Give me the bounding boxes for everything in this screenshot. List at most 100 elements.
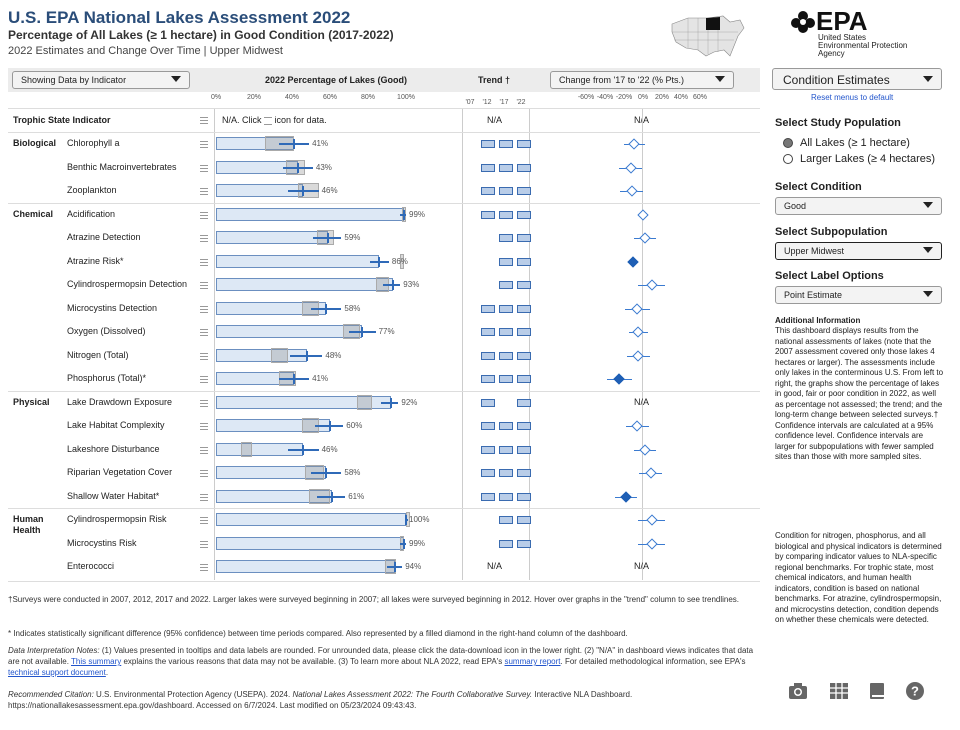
summary-report-link[interactable]: summary report (504, 657, 561, 666)
camera-icon[interactable] (788, 682, 808, 700)
trend-bar[interactable] (499, 516, 513, 524)
download-data-icon[interactable] (200, 421, 208, 430)
change-estimate-diamond[interactable] (639, 443, 651, 456)
trend-bar[interactable] (481, 398, 495, 407)
trend-bar[interactable] (517, 187, 531, 195)
percentage-bar[interactable] (216, 513, 406, 526)
population-radio-all[interactable] (783, 138, 793, 148)
trend-bar[interactable] (481, 210, 495, 219)
trend-bar[interactable] (499, 328, 513, 336)
change-estimate-diamond[interactable] (625, 185, 638, 197)
download-data-icon[interactable] (200, 257, 208, 266)
percentage-bar[interactable] (216, 231, 329, 244)
technical-support-link[interactable]: technical support document (8, 668, 106, 677)
trend-bar[interactable] (499, 351, 513, 360)
trend-bar[interactable] (481, 187, 495, 195)
help-icon[interactable]: ? (905, 681, 925, 701)
download-data-icon[interactable] (200, 562, 208, 571)
trend-bar[interactable] (481, 140, 495, 148)
trend-bar[interactable] (481, 469, 495, 477)
trend-bar[interactable] (517, 539, 531, 548)
trend-bar[interactable] (481, 375, 495, 383)
trend-bar[interactable] (499, 187, 513, 195)
trend-bar[interactable] (517, 445, 531, 454)
download-data-icon[interactable] (200, 492, 208, 501)
download-data-icon[interactable] (200, 468, 208, 477)
download-data-icon[interactable] (200, 139, 208, 148)
trend-bar[interactable] (517, 281, 531, 289)
download-data-icon[interactable] (200, 398, 208, 407)
download-data-icon[interactable] (200, 210, 208, 219)
trend-bar[interactable] (517, 304, 531, 313)
subpopulation-dropdown[interactable]: Upper Midwest (775, 242, 942, 260)
summary-link[interactable]: This summary (71, 657, 122, 666)
trend-bar[interactable] (517, 516, 531, 524)
trend-bar[interactable] (499, 469, 513, 477)
trend-bar[interactable] (517, 398, 531, 407)
change-estimate-diamond[interactable] (628, 138, 641, 150)
download-data-icon[interactable] (200, 351, 208, 360)
trend-bar[interactable] (499, 257, 513, 266)
change-estimate-diamond[interactable] (620, 490, 632, 503)
trend-bar[interactable] (499, 375, 513, 383)
change-estimate-diamond[interactable] (645, 514, 658, 526)
trend-bar[interactable] (517, 328, 531, 336)
trend-bar[interactable] (499, 304, 513, 313)
download-data-icon[interactable] (200, 163, 208, 172)
download-data-icon[interactable] (200, 327, 208, 336)
download-data-icon[interactable] (200, 280, 208, 289)
trend-bar[interactable] (481, 163, 495, 172)
table-download-icon[interactable] (829, 682, 849, 700)
trend-bar[interactable] (517, 351, 531, 360)
download-data-icon[interactable] (200, 515, 208, 524)
download-data-icon[interactable] (200, 304, 208, 313)
population-radio-large[interactable] (783, 154, 793, 164)
trend-bar[interactable] (499, 539, 513, 548)
trend-bar[interactable] (517, 163, 531, 172)
download-data-icon[interactable] (200, 374, 208, 383)
reset-menus-link[interactable]: Reset menus to default (811, 93, 894, 102)
trend-bar[interactable] (517, 257, 531, 266)
trend-bar[interactable] (499, 234, 513, 242)
view-by-dropdown[interactable]: Showing Data by Indicator (12, 71, 190, 89)
percentage-bar[interactable] (216, 207, 405, 221)
change-estimate-diamond[interactable] (624, 161, 637, 174)
trend-bar[interactable] (499, 422, 513, 430)
download-data-icon[interactable] (200, 539, 208, 548)
change-estimate-diamond[interactable] (645, 279, 658, 291)
trend-bar[interactable] (481, 445, 495, 454)
percentage-bar[interactable] (216, 536, 405, 550)
download-data-icon[interactable] (200, 233, 208, 242)
trend-bar[interactable] (517, 375, 531, 383)
trend-bar[interactable] (517, 210, 531, 219)
trend-bar[interactable] (481, 304, 495, 313)
condition-dropdown[interactable]: Good (775, 197, 942, 215)
percentage-bar[interactable] (216, 325, 363, 338)
change-estimate-diamond[interactable] (644, 467, 657, 479)
download-data-icon[interactable] (200, 445, 208, 454)
change-estimate-diamond[interactable] (645, 537, 658, 550)
change-estimate-diamond[interactable] (637, 208, 649, 221)
trend-bar[interactable] (517, 140, 531, 148)
trend-bar[interactable] (517, 422, 531, 430)
trend-bar[interactable] (481, 492, 495, 501)
percentage-bar[interactable] (216, 278, 393, 291)
download-data-icon[interactable] (200, 186, 208, 195)
change-estimate-diamond[interactable] (626, 255, 639, 268)
trend-bar[interactable] (499, 163, 513, 172)
change-period-dropdown[interactable]: Change from '17 to '22 (% Pts.) (550, 71, 734, 89)
trend-bar[interactable] (499, 281, 513, 289)
trend-bar[interactable] (481, 328, 495, 336)
trend-bar[interactable] (499, 140, 513, 148)
trend-bar[interactable] (517, 469, 531, 477)
trend-bar[interactable] (499, 492, 513, 501)
trend-bar[interactable] (481, 422, 495, 430)
download-data-icon[interactable] (200, 115, 208, 124)
percentage-bar[interactable] (216, 560, 395, 573)
change-estimate-diamond[interactable] (613, 373, 625, 385)
view-type-dropdown[interactable]: Condition Estimates (772, 68, 942, 90)
trend-bar[interactable] (481, 351, 495, 360)
trend-bar[interactable] (517, 492, 531, 501)
book-icon[interactable] (868, 682, 886, 700)
trend-bar[interactable] (517, 234, 531, 242)
